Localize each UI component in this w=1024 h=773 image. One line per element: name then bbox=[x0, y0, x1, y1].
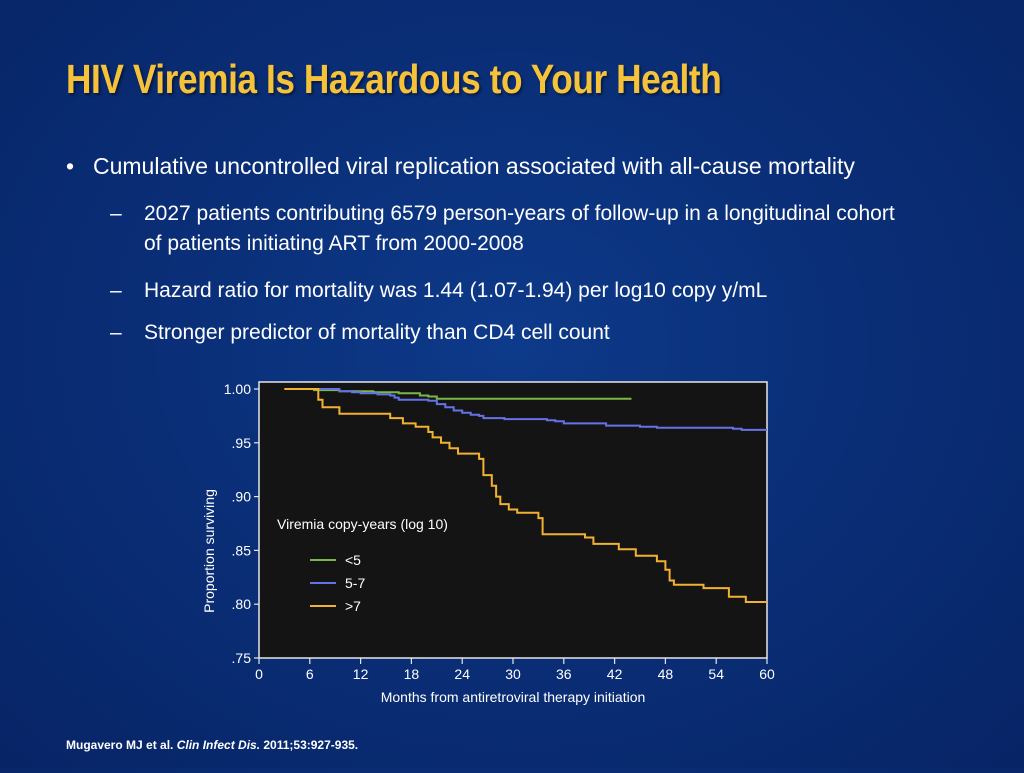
axis-layer: .75 .80 .85 .90 .95 1.00 0 6 12 18 24 30 36 42 48 54 60 M… bbox=[201, 381, 775, 705]
sub-bullet-text: Stronger predictor of mortality than CD4… bbox=[144, 321, 610, 344]
x-tick-label: 24 bbox=[454, 666, 470, 682]
sub-bullet-line-2: of patients initiating ART from 2000-200… bbox=[144, 232, 524, 255]
x-axis-label: Months from antiretroviral therapy initi… bbox=[381, 689, 646, 705]
x-tick-label: 6 bbox=[306, 666, 314, 682]
bullet-mark: • bbox=[66, 153, 75, 179]
y-tick-label: 1.00 bbox=[224, 381, 251, 397]
citation-journal: Clin Infect Dis. bbox=[176, 738, 261, 752]
series-line bbox=[284, 388, 632, 400]
x-tick-label: 42 bbox=[607, 666, 623, 682]
series-layer bbox=[284, 388, 767, 603]
sub-bullet-text: Hazard ratio for mortality was 1.44 (1.0… bbox=[144, 279, 768, 302]
citation: Mugavero MJ et al. Clin Infect Dis. 2011… bbox=[66, 738, 358, 752]
x-tick-label: 0 bbox=[255, 666, 263, 682]
x-tick-label: 48 bbox=[658, 666, 674, 682]
x-tick-label: 54 bbox=[708, 666, 724, 682]
legend-entry: 5-7 bbox=[345, 575, 365, 591]
legend-title: Viremia copy-years (log 10) bbox=[277, 516, 448, 532]
x-tick-label: 12 bbox=[353, 666, 369, 682]
main-bullet-text: Cumulative uncontrolled viral replicatio… bbox=[93, 153, 855, 179]
dash-mark: – bbox=[110, 321, 122, 344]
slide-title: HIV Viremia Is Hazardous to Your Health bbox=[66, 56, 722, 102]
dash-mark: – bbox=[110, 279, 122, 302]
y-tick-label: .95 bbox=[232, 435, 252, 451]
y-tick-label: .85 bbox=[232, 542, 252, 558]
series-line bbox=[284, 388, 767, 431]
legend-entry: >7 bbox=[345, 598, 361, 614]
y-tick-label: .75 bbox=[232, 650, 252, 666]
x-tick-label: 60 bbox=[759, 666, 775, 682]
x-tick-label: 36 bbox=[556, 666, 572, 682]
y-tick-label: .80 bbox=[232, 596, 252, 612]
legend: Viremia copy-years (log 10) <5 5-7 >7 bbox=[277, 516, 448, 614]
y-tick-label: .90 bbox=[232, 489, 252, 505]
citation-details: 2011;53:927-935. bbox=[260, 738, 359, 752]
sub-bullet-line-1: 2027 patients contributing 6579 person-y… bbox=[144, 202, 895, 225]
sub-bullet-text: 2027 patients contributing 6579 person-y… bbox=[144, 199, 895, 259]
dash-mark: – bbox=[110, 202, 122, 225]
citation-authors: Mugavero MJ et al. bbox=[66, 738, 177, 752]
x-tick-label: 30 bbox=[505, 666, 521, 682]
x-tick-label: 18 bbox=[404, 666, 420, 682]
legend-entry: <5 bbox=[345, 552, 361, 568]
series-line bbox=[284, 388, 767, 603]
y-axis-label: Proportion surviving bbox=[201, 489, 217, 613]
